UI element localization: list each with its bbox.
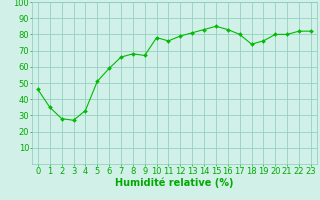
X-axis label: Humidité relative (%): Humidité relative (%) xyxy=(115,177,234,188)
